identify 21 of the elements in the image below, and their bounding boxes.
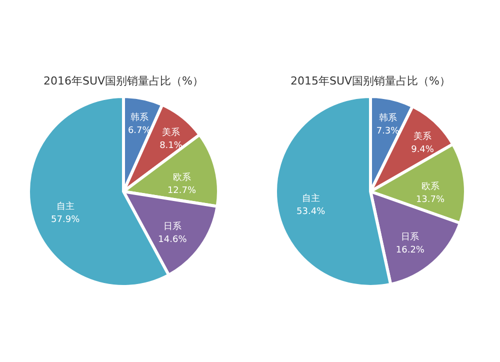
slice-label: 欧系 [421, 181, 440, 192]
data-label: 8.1% [160, 141, 183, 152]
slice-label: 自主 [56, 201, 74, 212]
data-label: 53.4% [296, 206, 326, 217]
chart-title: 2016年SUV国别销量占比（%） [43, 74, 204, 88]
data-label: 16.2% [396, 246, 425, 256]
slice-label: 日系 [401, 232, 420, 243]
data-label: 13.7% [416, 195, 445, 206]
slice-label: 欧系 [172, 172, 191, 184]
slice-label: 美系 [162, 127, 180, 138]
data-label: 14.6% [158, 235, 188, 246]
data-label: 7.3% [376, 126, 400, 136]
data-label: 9.4% [411, 145, 434, 156]
slice-label: 美系 [414, 131, 432, 142]
chart-title: 2015年SUV国别销量占比（%） [290, 74, 451, 88]
slice-label: 日系 [163, 221, 182, 232]
slice-label: 韩系 [378, 112, 397, 124]
slice-label: 自主 [302, 192, 320, 204]
data-label: 57.9% [51, 215, 80, 226]
data-label: 12.7% [167, 186, 196, 196]
slice-label: 韩系 [130, 112, 148, 124]
